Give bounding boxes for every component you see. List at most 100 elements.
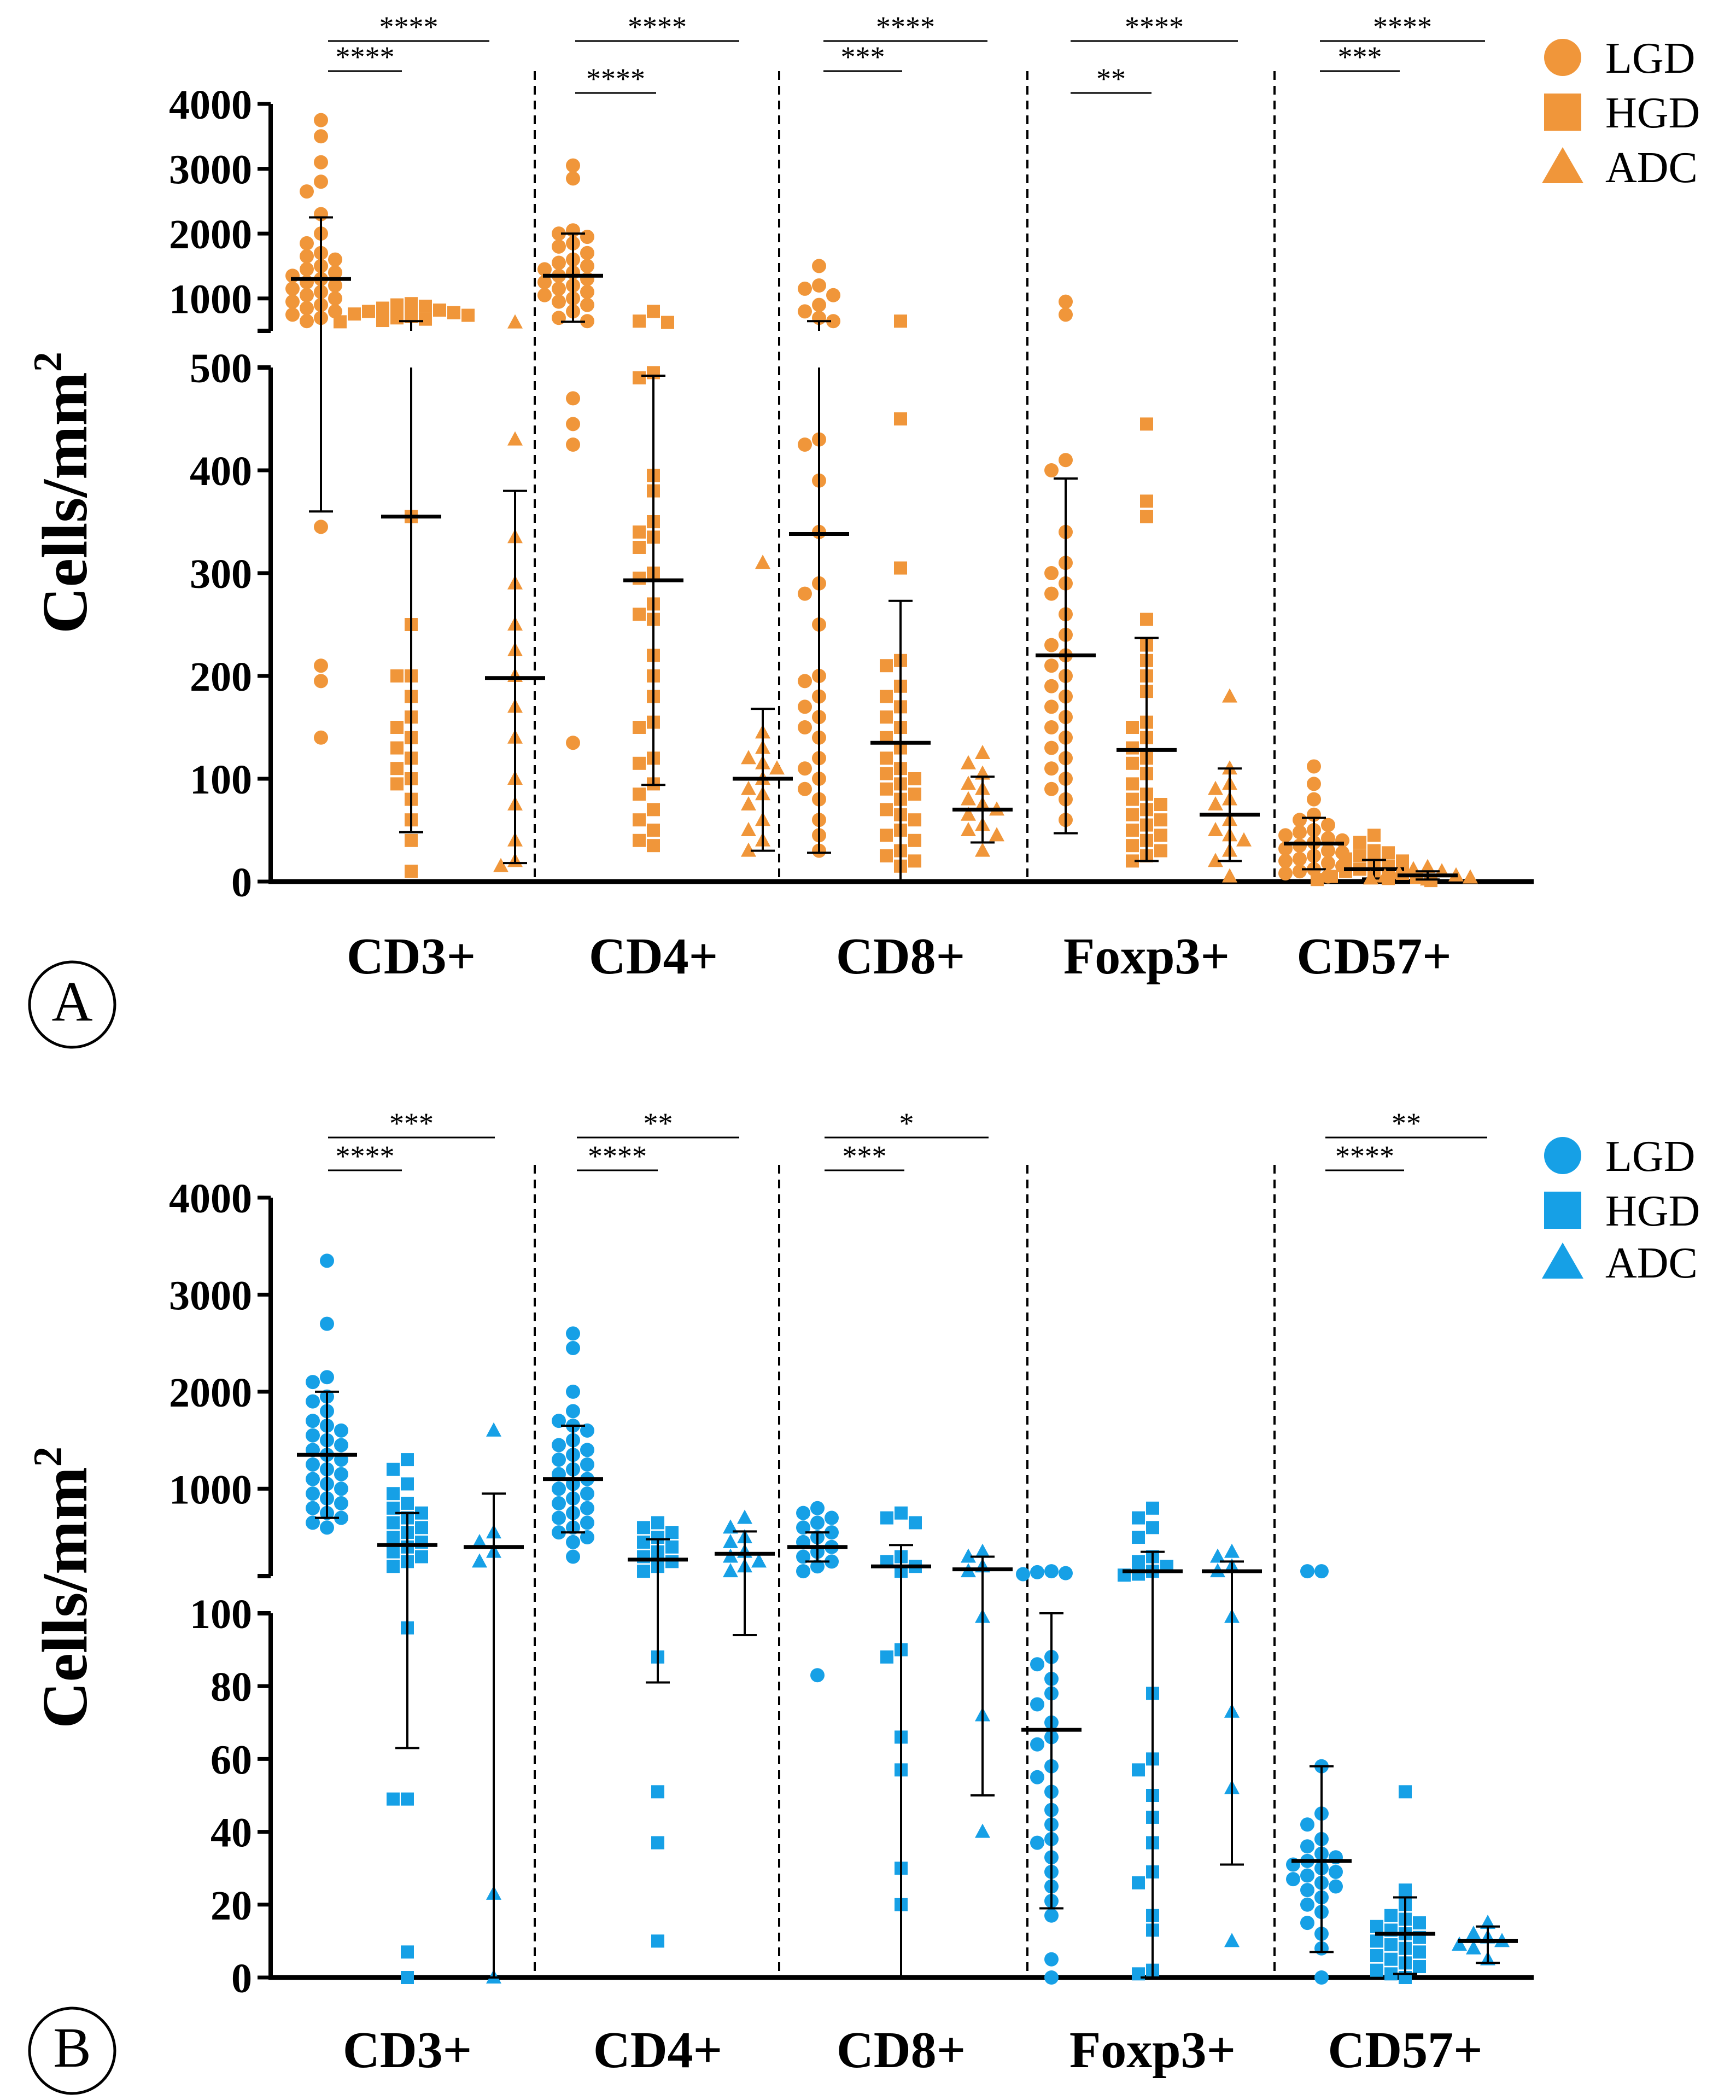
data-point-lgd — [1059, 294, 1073, 309]
panel-a-label-circle — [28, 960, 116, 1049]
data-point-lgd — [285, 307, 300, 322]
data-point-lgd — [1044, 1564, 1059, 1579]
data-point-hgd — [895, 1506, 908, 1520]
data-point-hgd — [908, 833, 921, 847]
data-point-lgd — [566, 417, 580, 431]
y-tick-label: 1000 — [169, 277, 252, 323]
data-point-lgd — [552, 294, 566, 309]
significance-label: *** — [389, 1107, 434, 1140]
y-axis-label-superscript: 2 — [26, 1446, 71, 1467]
data-point-lgd — [1030, 1835, 1044, 1850]
data-point-adc — [1236, 832, 1252, 847]
data-point-hgd — [1353, 836, 1366, 849]
data-point-hgd — [1154, 829, 1167, 842]
data-point-lgd — [798, 586, 812, 601]
data-point-adc — [1208, 853, 1223, 867]
data-point-hgd — [1126, 777, 1139, 791]
data-point-adc — [723, 1533, 738, 1548]
data-point-adc — [755, 555, 770, 569]
data-point-lgd — [1044, 658, 1059, 673]
data-point-adc — [1420, 859, 1435, 873]
data-point-lgd — [580, 259, 594, 273]
data-point-hgd — [419, 312, 432, 326]
data-point-lgd — [334, 1510, 348, 1525]
data-point-lgd — [1293, 825, 1307, 839]
data-point-hgd — [633, 371, 646, 384]
legend-label: LGD — [1605, 34, 1695, 83]
data-point-adc — [961, 806, 976, 821]
y-axis-label-text: Cells/mm — [29, 372, 101, 633]
data-point-lgd — [537, 288, 552, 302]
data-point-lgd — [552, 1525, 566, 1540]
data-point-hgd — [401, 1792, 414, 1806]
data-point-hgd — [390, 669, 404, 682]
y-tick-label: 3000 — [169, 1273, 252, 1319]
data-point-lgd — [1030, 1770, 1044, 1784]
data-point-hgd — [880, 1511, 893, 1525]
data-point-hgd — [1126, 721, 1139, 734]
panel-a-chart: 0 100 200 300 400 500 1000 2000 3000 4000 Cells/mm… — [26, 10, 1700, 985]
data-point-hgd — [1154, 844, 1167, 858]
category-label: Foxp3+ — [1063, 928, 1230, 985]
data-point-lgd — [566, 438, 580, 452]
data-point-lgd — [566, 1404, 580, 1419]
data-point-lgd — [810, 1515, 825, 1530]
data-point-adc — [486, 1422, 501, 1437]
data-point-adc — [975, 1543, 990, 1558]
data-point-adc — [741, 780, 756, 795]
data-point-lgd — [580, 1423, 594, 1438]
data-point-hgd — [1132, 1531, 1145, 1544]
data-point-lgd — [552, 239, 566, 254]
data-point-hgd — [1154, 798, 1167, 811]
data-point-hgd — [405, 865, 418, 878]
data-point-lgd — [334, 1481, 348, 1496]
data-point-hgd — [348, 307, 361, 321]
legend-label: LGD — [1605, 1133, 1695, 1181]
data-point-lgd — [552, 226, 566, 241]
data-point-lgd — [810, 1559, 825, 1574]
data-point-lgd — [300, 262, 314, 277]
data-point-lgd — [1044, 463, 1059, 477]
data-point-adc — [975, 1823, 990, 1838]
data-point-lgd — [1044, 566, 1059, 580]
data-point-lgd — [1307, 777, 1321, 791]
data-point-lgd — [1030, 1565, 1044, 1579]
data-point-lgd — [1044, 699, 1059, 714]
data-point-hgd — [390, 721, 404, 734]
data-point-hgd — [880, 659, 893, 673]
data-point-lgd — [314, 520, 328, 534]
data-point-hgd — [647, 803, 660, 816]
data-point-hgd — [637, 1535, 650, 1549]
data-point-hgd — [1413, 1960, 1426, 1974]
data-point-lgd — [552, 1414, 566, 1428]
data-point-lgd — [1300, 1883, 1314, 1898]
data-point-hgd — [387, 1792, 400, 1806]
data-point-adc — [1208, 780, 1223, 795]
data-point-hgd — [633, 813, 646, 827]
y-tick-label: 20 — [211, 1883, 252, 1929]
data-point-lgd — [580, 1515, 594, 1530]
y-tick-label: 1000 — [169, 1467, 252, 1513]
data-point-lgd — [285, 294, 300, 309]
y-axis-label-superscript: 2 — [26, 352, 71, 372]
data-point-lgd — [1329, 1879, 1343, 1894]
data-point-lgd — [1321, 818, 1335, 832]
data-point-lgd — [580, 1457, 594, 1472]
data-point-lgd — [552, 1438, 566, 1452]
data-point-hgd — [1132, 1555, 1145, 1568]
data-point-lgd — [566, 736, 580, 750]
data-point-lgd — [1300, 1916, 1314, 1930]
triangle-icon — [1542, 1242, 1583, 1279]
significance-label: **** — [876, 10, 935, 43]
data-point-lgd — [566, 1384, 580, 1399]
data-point-lgd — [825, 1525, 839, 1540]
data-point-hgd — [1370, 1963, 1383, 1977]
data-point-hgd — [665, 1555, 679, 1568]
data-point-lgd — [328, 252, 342, 267]
y-tick-label: 100 — [190, 757, 252, 803]
data-point-lgd — [1030, 1737, 1044, 1752]
data-point-adc — [507, 431, 523, 446]
data-point-lgd — [580, 1530, 594, 1545]
data-point-hgd — [387, 1531, 400, 1544]
significance-label: **** — [586, 62, 645, 95]
